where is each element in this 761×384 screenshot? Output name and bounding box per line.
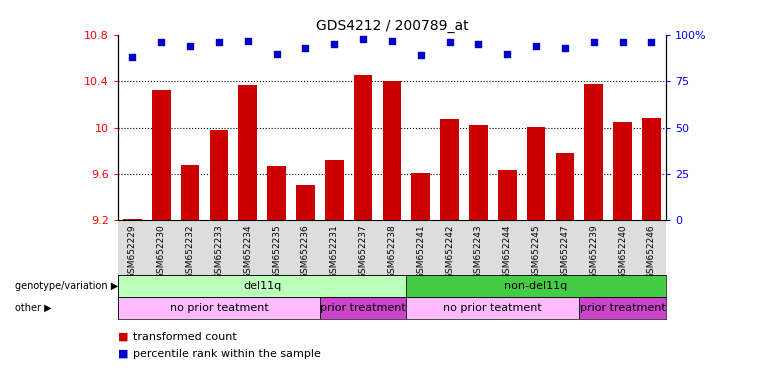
Text: non-del11q: non-del11q — [505, 281, 568, 291]
Point — [213, 39, 225, 45]
Text: transformed count: transformed count — [133, 332, 237, 342]
Text: GSM652242: GSM652242 — [445, 224, 454, 279]
Point — [616, 39, 629, 45]
Bar — [498, 170, 517, 220]
Text: del11q: del11q — [243, 281, 282, 291]
Bar — [320, 297, 406, 319]
Point — [530, 43, 542, 49]
Text: GSM652240: GSM652240 — [618, 224, 627, 279]
Text: prior treatment: prior treatment — [580, 303, 665, 313]
Bar — [180, 164, 199, 220]
Text: GSM652236: GSM652236 — [301, 224, 310, 279]
Point — [270, 50, 282, 56]
Bar — [412, 172, 430, 220]
Point — [386, 38, 398, 44]
Text: GSM652237: GSM652237 — [358, 224, 368, 279]
Bar — [118, 275, 406, 297]
Text: GSM652229: GSM652229 — [128, 224, 137, 279]
Title: GDS4212 / 200789_at: GDS4212 / 200789_at — [316, 18, 468, 33]
Text: GSM652230: GSM652230 — [157, 224, 166, 279]
Text: ■: ■ — [118, 349, 129, 359]
Bar — [383, 81, 401, 220]
Point — [184, 43, 196, 49]
Bar — [238, 85, 257, 220]
Bar — [579, 297, 666, 319]
Text: prior treatment: prior treatment — [320, 303, 406, 313]
Text: GSM652247: GSM652247 — [560, 224, 569, 279]
Point — [473, 41, 485, 47]
Text: no prior teatment: no prior teatment — [170, 303, 269, 313]
Point — [242, 38, 254, 44]
Text: GSM652246: GSM652246 — [647, 224, 656, 279]
Text: GSM652234: GSM652234 — [244, 224, 252, 279]
Text: GSM652235: GSM652235 — [272, 224, 281, 279]
Point — [155, 39, 167, 45]
Bar — [118, 297, 320, 319]
Text: GSM652241: GSM652241 — [416, 224, 425, 279]
Point — [357, 36, 369, 42]
Bar — [613, 122, 632, 220]
Bar — [296, 185, 315, 220]
Point — [299, 45, 311, 51]
Text: GSM652243: GSM652243 — [474, 224, 483, 279]
Point — [328, 41, 340, 47]
Bar — [556, 153, 575, 220]
Bar — [123, 219, 142, 220]
Text: genotype/variation ▶: genotype/variation ▶ — [15, 281, 119, 291]
Text: GSM652232: GSM652232 — [186, 224, 195, 279]
Bar — [469, 125, 488, 220]
Point — [587, 39, 600, 45]
Bar — [354, 76, 372, 220]
Point — [444, 39, 456, 45]
Point — [645, 39, 658, 45]
Bar — [209, 130, 228, 220]
Bar — [642, 118, 661, 220]
Point — [415, 52, 427, 58]
Point — [501, 50, 514, 56]
Text: GSM652233: GSM652233 — [215, 224, 224, 279]
Bar — [267, 166, 286, 220]
Text: ■: ■ — [118, 332, 129, 342]
Bar — [406, 297, 579, 319]
Point — [126, 54, 139, 60]
Text: GSM652244: GSM652244 — [503, 224, 511, 279]
Bar — [325, 160, 344, 220]
Text: GSM652245: GSM652245 — [532, 224, 540, 279]
Text: GSM652239: GSM652239 — [589, 224, 598, 279]
Point — [559, 45, 571, 51]
Text: other ▶: other ▶ — [15, 303, 52, 313]
Bar — [527, 127, 546, 220]
Bar — [406, 275, 666, 297]
Text: percentile rank within the sample: percentile rank within the sample — [133, 349, 321, 359]
Bar — [152, 91, 170, 220]
Bar — [584, 84, 603, 220]
Bar — [440, 119, 459, 220]
Text: no prior teatment: no prior teatment — [444, 303, 543, 313]
Text: GSM652231: GSM652231 — [330, 224, 339, 279]
Text: GSM652238: GSM652238 — [387, 224, 396, 279]
